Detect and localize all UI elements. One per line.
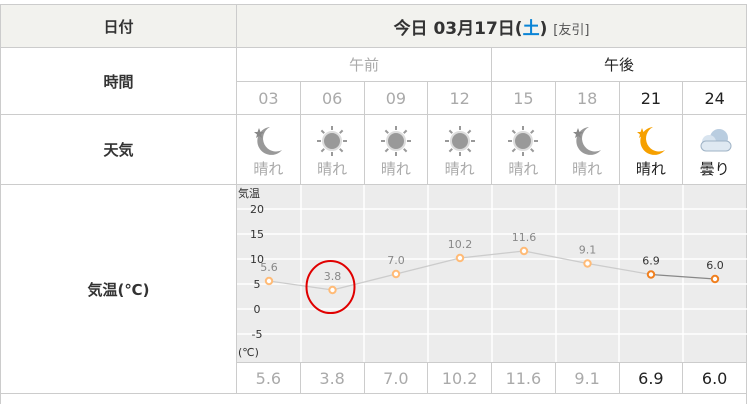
date-label: 日付 [0, 4, 237, 48]
temp-cell: 11.6 [491, 362, 556, 394]
moon-clear-icon [237, 124, 300, 158]
weather-text: 晴れ [635, 160, 666, 178]
sun-icon [301, 124, 364, 158]
date-header: 今日 03月17日(土) [友引] [236, 4, 747, 48]
y-tick-label: 0 [254, 303, 261, 316]
sun-icon [428, 124, 491, 158]
hour-cell: 15 [491, 81, 556, 115]
data-label: 7.0 [387, 254, 405, 267]
y-tick-label: 15 [250, 228, 264, 241]
data-point [519, 246, 529, 256]
data-label: 3.8 [324, 270, 342, 283]
weather-table: 日付 今日 03月17日(土) [友引] 時間 午前 午後 03 06 09 12 15… [0, 4, 747, 404]
hour-cell: 12 [427, 81, 492, 115]
hour-cell: 09 [363, 81, 429, 115]
data-label: 10.2 [448, 238, 473, 251]
data-label: 6.9 [642, 255, 660, 268]
hour-cell: 21 [618, 81, 684, 115]
weather-cell: 晴れ [427, 114, 492, 185]
series-line [332, 273, 397, 291]
sun-icon [365, 124, 428, 158]
moon-clear-icon [556, 124, 619, 158]
am-label: 午前 [236, 47, 492, 82]
data-point [391, 269, 401, 279]
rokuyo: [友引] [553, 22, 590, 38]
temp-label: 気温(℃) [0, 184, 237, 394]
data-point [328, 285, 337, 295]
temp-cell: 10.2 [427, 362, 492, 394]
hour-cell: 03 [236, 81, 301, 115]
data-label: 5.6 [260, 261, 278, 274]
data-label: 11.6 [512, 231, 537, 244]
data-point [455, 253, 465, 263]
y-tick-label: -5 [252, 328, 263, 341]
y-axis-label: 気温 [238, 186, 260, 200]
weather-cell: 晴れ [363, 114, 429, 185]
data-point [710, 274, 720, 284]
data-point [264, 276, 274, 286]
moon-clear-icon [620, 124, 683, 158]
hour-cell: 06 [299, 81, 365, 115]
weather-text: 晴れ [317, 160, 348, 178]
y-tick-label: 5 [254, 278, 261, 291]
temp-cell: 6.0 [682, 362, 747, 394]
weather-cell: 晴れ [618, 114, 684, 185]
chart-svg: 気温 (℃) 20 15 10 5 0 -5 5.6 3.8 7.0 10.2 11.6 9.1 6.9 6.… [237, 185, 747, 362]
y-tick-label: 20 [250, 203, 264, 216]
data-point [583, 259, 592, 268]
hour-cell: 24 [682, 81, 747, 115]
sun-icon [492, 124, 555, 158]
temp-cell: 6.9 [618, 362, 684, 394]
series-line [459, 250, 525, 259]
weather-text: 晴れ [572, 160, 603, 178]
series-line [650, 273, 716, 280]
temp-cell: 7.0 [363, 362, 429, 394]
y-tick-label: 10 [250, 253, 264, 266]
weather-cell: 晴れ [299, 114, 365, 185]
data-label: 6.0 [706, 259, 724, 272]
temp-cell: 5.6 [236, 362, 301, 394]
hour-cell: 18 [554, 81, 620, 115]
temp-cell: 9.1 [554, 362, 620, 394]
data-point [646, 270, 656, 279]
highlight-circle [305, 260, 356, 314]
weather-text: 晴れ [444, 160, 475, 178]
weather-text: 曇り [699, 160, 730, 178]
cloud-icon [683, 124, 746, 158]
weather-cell: 晴れ [236, 114, 301, 185]
weekday: 土 [522, 18, 540, 39]
temperature-chart: 気温 (℃) 20 15 10 5 0 -5 5.6 3.8 7.0 10.2 11.6 9.1 6.9 6.… [236, 184, 747, 363]
weather-cell: 晴れ [554, 114, 620, 185]
date-text: 今日 03月17日( [393, 18, 523, 39]
weather-cell: 晴れ [491, 114, 556, 185]
time-label: 時間 [0, 47, 237, 115]
series-line [268, 280, 333, 291]
temp-cell: 3.8 [299, 362, 365, 394]
series-line [523, 250, 588, 265]
series-line [587, 262, 652, 276]
date-paren: ) [539, 18, 548, 39]
weather-text: 晴れ [508, 160, 539, 178]
y-axis-unit: (℃) [238, 346, 259, 359]
weather-cell: 曇り [682, 114, 747, 185]
data-label: 9.1 [579, 244, 597, 257]
weather-text: 晴れ [253, 160, 284, 178]
weather-label: 天気 [0, 114, 237, 185]
series-line [395, 257, 461, 275]
weather-text: 晴れ [380, 160, 411, 178]
pm-label: 午後 [491, 47, 747, 82]
